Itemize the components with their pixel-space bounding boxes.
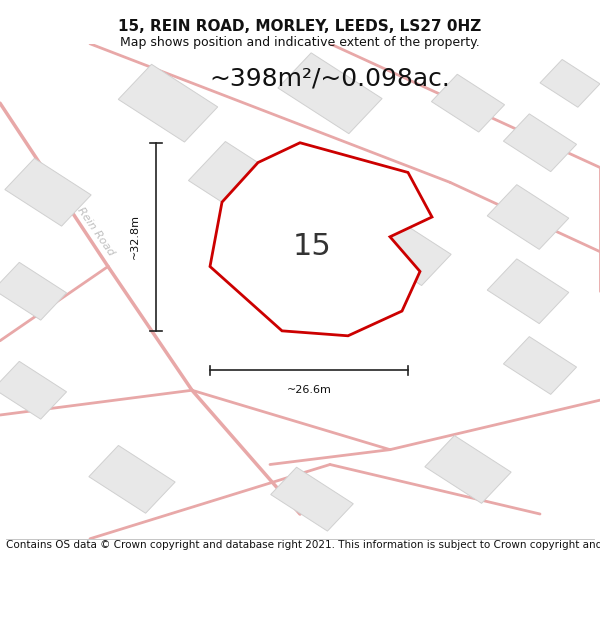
Text: ~32.8m: ~32.8m [130, 214, 140, 259]
Text: Contains OS data © Crown copyright and database right 2021. This information is : Contains OS data © Crown copyright and d… [6, 540, 600, 550]
Polygon shape [271, 468, 353, 531]
Polygon shape [0, 262, 67, 320]
Text: 15: 15 [293, 232, 331, 261]
Polygon shape [118, 64, 218, 142]
Polygon shape [365, 217, 451, 286]
Polygon shape [425, 436, 511, 503]
Polygon shape [503, 337, 577, 394]
Text: Map shows position and indicative extent of the property.: Map shows position and indicative extent… [120, 36, 480, 49]
Polygon shape [431, 74, 505, 132]
Text: ~398m²/~0.098ac.: ~398m²/~0.098ac. [209, 66, 451, 91]
Polygon shape [487, 184, 569, 249]
Text: ~26.6m: ~26.6m [287, 385, 331, 395]
Polygon shape [487, 259, 569, 324]
Text: 15, REIN ROAD, MORLEY, LEEDS, LS27 0HZ: 15, REIN ROAD, MORLEY, LEEDS, LS27 0HZ [118, 19, 482, 34]
Polygon shape [540, 59, 600, 108]
Polygon shape [89, 446, 175, 513]
Text: Rein Road: Rein Road [76, 206, 116, 258]
Polygon shape [188, 141, 292, 223]
Polygon shape [278, 53, 382, 134]
Polygon shape [5, 158, 91, 226]
Polygon shape [210, 142, 432, 336]
Polygon shape [0, 361, 67, 419]
Polygon shape [503, 114, 577, 172]
